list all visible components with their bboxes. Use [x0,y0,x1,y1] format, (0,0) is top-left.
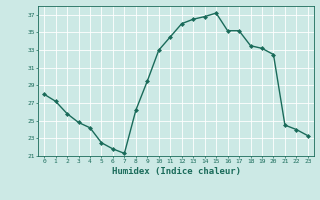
X-axis label: Humidex (Indice chaleur): Humidex (Indice chaleur) [111,167,241,176]
